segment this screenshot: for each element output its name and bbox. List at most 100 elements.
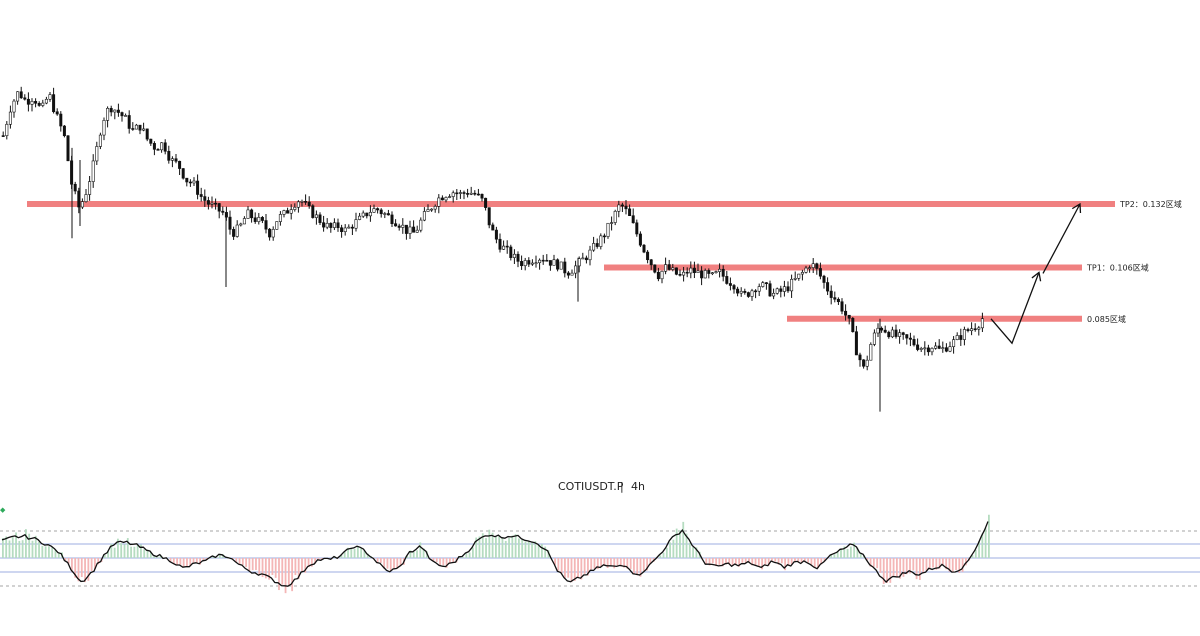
histogram-bar <box>360 548 363 558</box>
candle <box>239 222 243 227</box>
candle-body <box>340 227 344 232</box>
candle <box>293 203 297 212</box>
histogram-bar <box>481 533 484 558</box>
histogram-bar <box>264 558 267 579</box>
histogram-bar <box>899 558 902 579</box>
candle <box>340 224 344 238</box>
candle <box>703 268 707 279</box>
histogram-bar <box>182 558 185 567</box>
histogram-bar <box>810 558 813 565</box>
histogram-bar <box>800 558 803 563</box>
candle-body <box>606 222 610 237</box>
candle <box>746 291 750 298</box>
candle-body <box>210 202 214 205</box>
histogram-bar <box>784 558 787 571</box>
candle-body <box>678 274 682 276</box>
histogram-bar <box>695 547 698 558</box>
candle <box>869 342 873 361</box>
candle-body <box>469 192 473 195</box>
histogram-bar <box>682 521 685 558</box>
candle-body <box>494 229 498 240</box>
histogram-bar <box>518 538 520 558</box>
histogram-bar <box>593 558 596 569</box>
histogram-bar <box>964 558 967 566</box>
candle <box>311 204 315 219</box>
histogram-bar <box>613 558 616 569</box>
candle-body <box>858 354 862 361</box>
candle <box>678 269 682 277</box>
candle-body <box>523 260 527 267</box>
candle-body <box>203 196 207 201</box>
candle <box>253 212 257 224</box>
histogram-bar <box>925 558 928 571</box>
histogram-bar <box>90 558 93 572</box>
candle <box>95 141 99 166</box>
candle-body <box>131 128 135 130</box>
candle-body <box>30 101 34 105</box>
histogram-bar <box>514 534 517 558</box>
candle-body <box>466 193 470 195</box>
candle-body <box>282 210 286 215</box>
histogram-bar <box>886 558 888 583</box>
arrowhead-tp2 <box>1071 202 1082 214</box>
candle <box>422 207 426 222</box>
candle <box>167 145 171 164</box>
candle <box>401 218 405 234</box>
candle <box>764 282 768 290</box>
candle <box>818 262 822 280</box>
histogram-bar <box>767 558 770 566</box>
histogram-bar <box>304 558 307 573</box>
candle <box>620 202 624 213</box>
candle-body <box>556 259 560 270</box>
candle-body <box>959 335 963 340</box>
candle <box>307 196 311 209</box>
candle-body <box>376 208 380 211</box>
candle-body <box>660 270 664 280</box>
candle <box>790 274 794 298</box>
histogram-bar <box>21 540 24 558</box>
candle-body <box>152 143 156 150</box>
histogram-bar <box>938 558 941 569</box>
candle-body <box>433 206 437 210</box>
candle <box>462 190 466 200</box>
candle-body <box>484 197 488 208</box>
candle-body <box>116 109 120 113</box>
arrowhead-tp1 <box>1031 271 1042 282</box>
histogram-bar <box>439 558 441 566</box>
candle <box>934 342 938 350</box>
candle <box>775 287 779 295</box>
histogram-bar <box>38 541 40 558</box>
candle <box>98 132 102 150</box>
histogram-bar <box>797 558 800 562</box>
histogram-bar <box>31 540 34 558</box>
candle <box>228 210 232 235</box>
histogram-bar <box>702 558 704 559</box>
candle-body <box>671 267 675 270</box>
histogram-bar <box>531 541 533 558</box>
histogram-bar <box>317 558 320 560</box>
histogram-bar <box>406 556 409 558</box>
candle-body <box>408 226 412 234</box>
candle-body <box>80 201 84 208</box>
candle <box>700 266 704 286</box>
histogram-bar <box>107 551 109 558</box>
candle <box>325 218 329 230</box>
candle <box>124 113 128 117</box>
candle-body <box>836 298 840 303</box>
candle <box>322 215 326 232</box>
candle-body <box>829 290 833 298</box>
histogram-bar <box>853 542 856 558</box>
candle-body <box>120 112 124 117</box>
candle <box>728 277 732 291</box>
candle <box>905 334 909 345</box>
horizontal-levels <box>27 201 1115 322</box>
oscillator-marker: ◆ <box>0 506 6 514</box>
candle-body <box>638 233 642 246</box>
histogram-bar <box>195 558 198 564</box>
histogram-bar <box>922 558 925 574</box>
candle-body <box>296 201 300 208</box>
histogram-bar <box>508 537 510 558</box>
candle-body <box>361 212 365 217</box>
histogram-bar <box>978 541 980 558</box>
histogram-bar <box>774 558 777 562</box>
